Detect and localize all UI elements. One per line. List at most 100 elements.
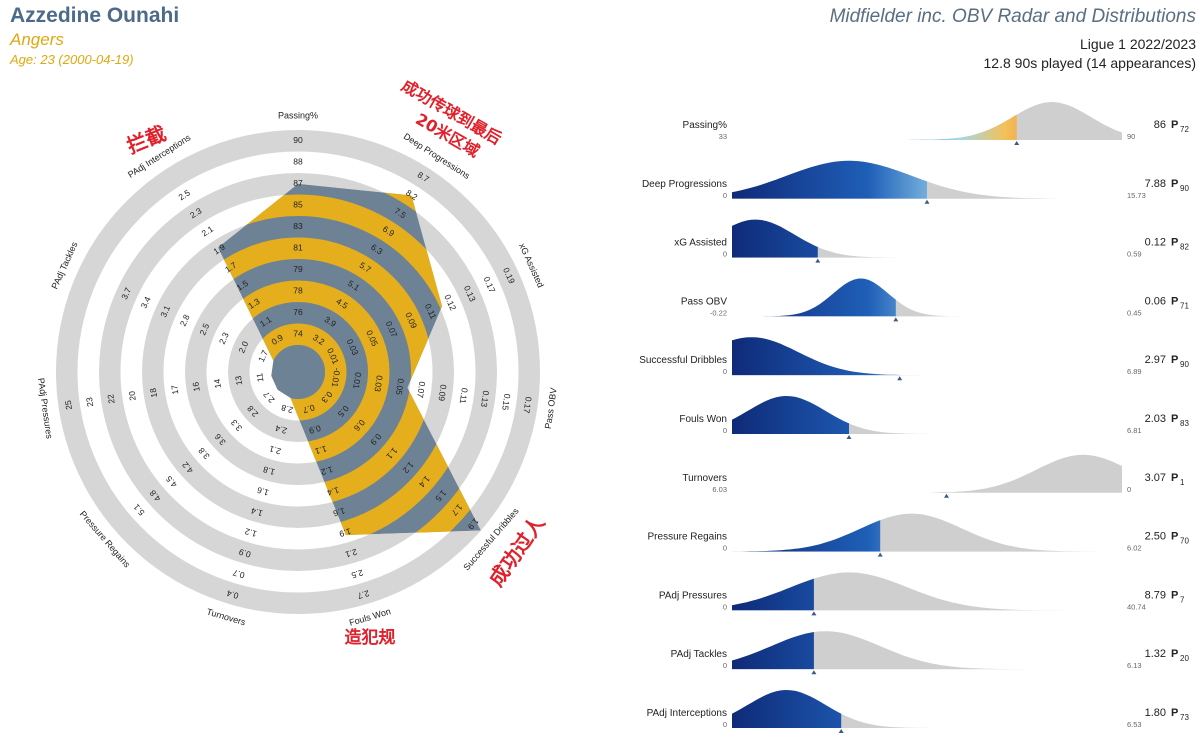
distribution-value: 1.80 — [1145, 707, 1166, 719]
value-marker — [846, 435, 852, 439]
distribution-max: 6.81 — [1127, 426, 1142, 435]
distribution-row: Pass OBV-0.22 0.450.06 P 71 — [681, 278, 1189, 322]
radar-tick-label: 0.11 — [458, 387, 470, 404]
distribution-min: 0 — [723, 544, 727, 553]
radar-tick-label: 2.5 — [350, 568, 364, 581]
distribution-max: 40.74 — [1127, 602, 1146, 611]
player-header: Azzedine Ounahi Angers Age: 23 (2000-04-… — [10, 4, 179, 67]
radar-tick-label: 1.4 — [326, 485, 340, 498]
distribution-fill — [732, 337, 900, 376]
distribution-value: 2.03 — [1145, 413, 1166, 425]
minutes-played: 12.8 90s played (14 appearances) — [983, 55, 1196, 71]
value-marker — [1014, 141, 1020, 145]
distribution-value: 1.32 — [1145, 648, 1166, 660]
radar-ring — [77, 151, 519, 593]
distribution-fill — [732, 219, 818, 258]
radar-axis-label: Passing% — [278, 110, 318, 120]
distribution-min: 0 — [723, 426, 727, 435]
value-marker — [924, 199, 930, 204]
radar-tick-label: 1.2 — [243, 526, 257, 539]
distribution-value: 8.79 — [1145, 589, 1166, 601]
distribution-min: 0 — [723, 602, 727, 611]
distribution-label: PAdj Tackles — [671, 649, 727, 660]
radar-tick-label: 81 — [293, 243, 303, 253]
radar-tick-label: 1.4 — [250, 506, 264, 519]
distribution-fill — [732, 690, 842, 728]
distribution-max: 6.02 — [1127, 544, 1142, 553]
radar-area — [218, 183, 481, 536]
distribution-max: 0.59 — [1127, 250, 1142, 259]
distribution-min: 0 — [723, 720, 727, 729]
distribution-min: 0 — [723, 191, 727, 200]
age-line: Age: 23 (2000-04-19) — [10, 52, 134, 67]
radar-tick-label: 2.7 — [356, 588, 370, 601]
competition-label: Ligue 1 2022/2023 — [1080, 36, 1196, 52]
percentile-symbol: P — [1171, 237, 1178, 249]
radar-axis-label: Turnovers — [205, 607, 247, 628]
distribution-label: PAdj Interceptions — [647, 708, 727, 719]
distribution-label: Fouls Won — [679, 414, 727, 425]
radar-tick-label: 0.09 — [436, 384, 448, 402]
radar-tick-label: 22 — [105, 393, 116, 404]
value-marker — [811, 670, 817, 675]
distribution-max: 6.53 — [1127, 720, 1142, 729]
radar-tick-label: 90 — [293, 135, 303, 145]
chart-header: Midfielder inc. OBV Radar and Distributi… — [830, 6, 1196, 71]
radar-tick-label: 78 — [293, 286, 303, 296]
distribution-fill — [732, 578, 814, 611]
distribution-value: 0.12 — [1145, 237, 1166, 249]
distribution-fill — [732, 632, 814, 670]
radar-tick-label: 0.01 — [351, 372, 363, 390]
distribution-max: 15.73 — [1127, 191, 1146, 200]
percentile-value: 71 — [1180, 301, 1189, 310]
percentile-symbol: P — [1171, 413, 1178, 425]
radar-tick-label: 23 — [84, 396, 95, 407]
percentile-symbol: P — [1171, 707, 1178, 719]
radar-center-fill — [271, 345, 325, 399]
distribution-max: 90 — [1127, 132, 1135, 141]
percentile-value: 70 — [1180, 537, 1189, 546]
radar-axis-label: Fouls Won — [348, 606, 392, 628]
distribution-fill — [732, 396, 849, 434]
annotation-fouls-won: 造犯规 — [345, 627, 396, 648]
distribution-fill — [912, 492, 947, 493]
radar-tick-label: 1.8 — [262, 464, 276, 477]
radar-tick-label: 1.2 — [320, 464, 334, 477]
radar-tick-label: 3.4 — [139, 295, 153, 310]
distribution-label: Successful Dribbles — [639, 355, 727, 366]
distribution-curve — [732, 278, 1122, 317]
distribution-label: xG Assisted — [674, 238, 727, 249]
percentile-value: 72 — [1180, 125, 1189, 134]
distribution-value: 7.88 — [1145, 178, 1166, 190]
percentile-value: 7 — [1180, 595, 1185, 604]
radar-tick-label: 87 — [293, 178, 303, 188]
radar-tick-label: 0.17 — [521, 396, 533, 414]
radar-axis-label: PAdj Pressures — [36, 377, 55, 440]
radar-tick-label: 0.05 — [394, 378, 406, 396]
radar-tick-label: 74 — [293, 329, 303, 339]
distribution-min: 0 — [723, 367, 727, 376]
percentile-value: 90 — [1180, 184, 1189, 193]
radar-tick-label: 88 — [293, 157, 303, 167]
radar-tick-label: 1.7 — [256, 348, 270, 363]
radar-tick-label: 2.1 — [344, 547, 358, 560]
annotation-dribbles: 成功过人 — [484, 511, 550, 591]
radar-tick-label: 17 — [169, 384, 180, 395]
distribution-row: Passing%33 90 86 P 72 — [683, 102, 1189, 145]
distribution-value: 2.97 — [1145, 354, 1166, 366]
radar-tick-label: 76 — [293, 307, 303, 317]
radar-tick-label: 2.0 — [236, 339, 250, 354]
radar-tick-label: 79 — [293, 264, 303, 274]
radar-tick-label: 0.7 — [301, 402, 315, 415]
percentile-symbol: P — [1171, 295, 1178, 307]
percentile-symbol: P — [1171, 531, 1178, 543]
radar-tick-label: 0.07 — [415, 381, 427, 399]
percentile-symbol: P — [1171, 119, 1178, 131]
radar-chart: 747678798183858788903.23.94.55.15.76.36.… — [36, 76, 559, 648]
